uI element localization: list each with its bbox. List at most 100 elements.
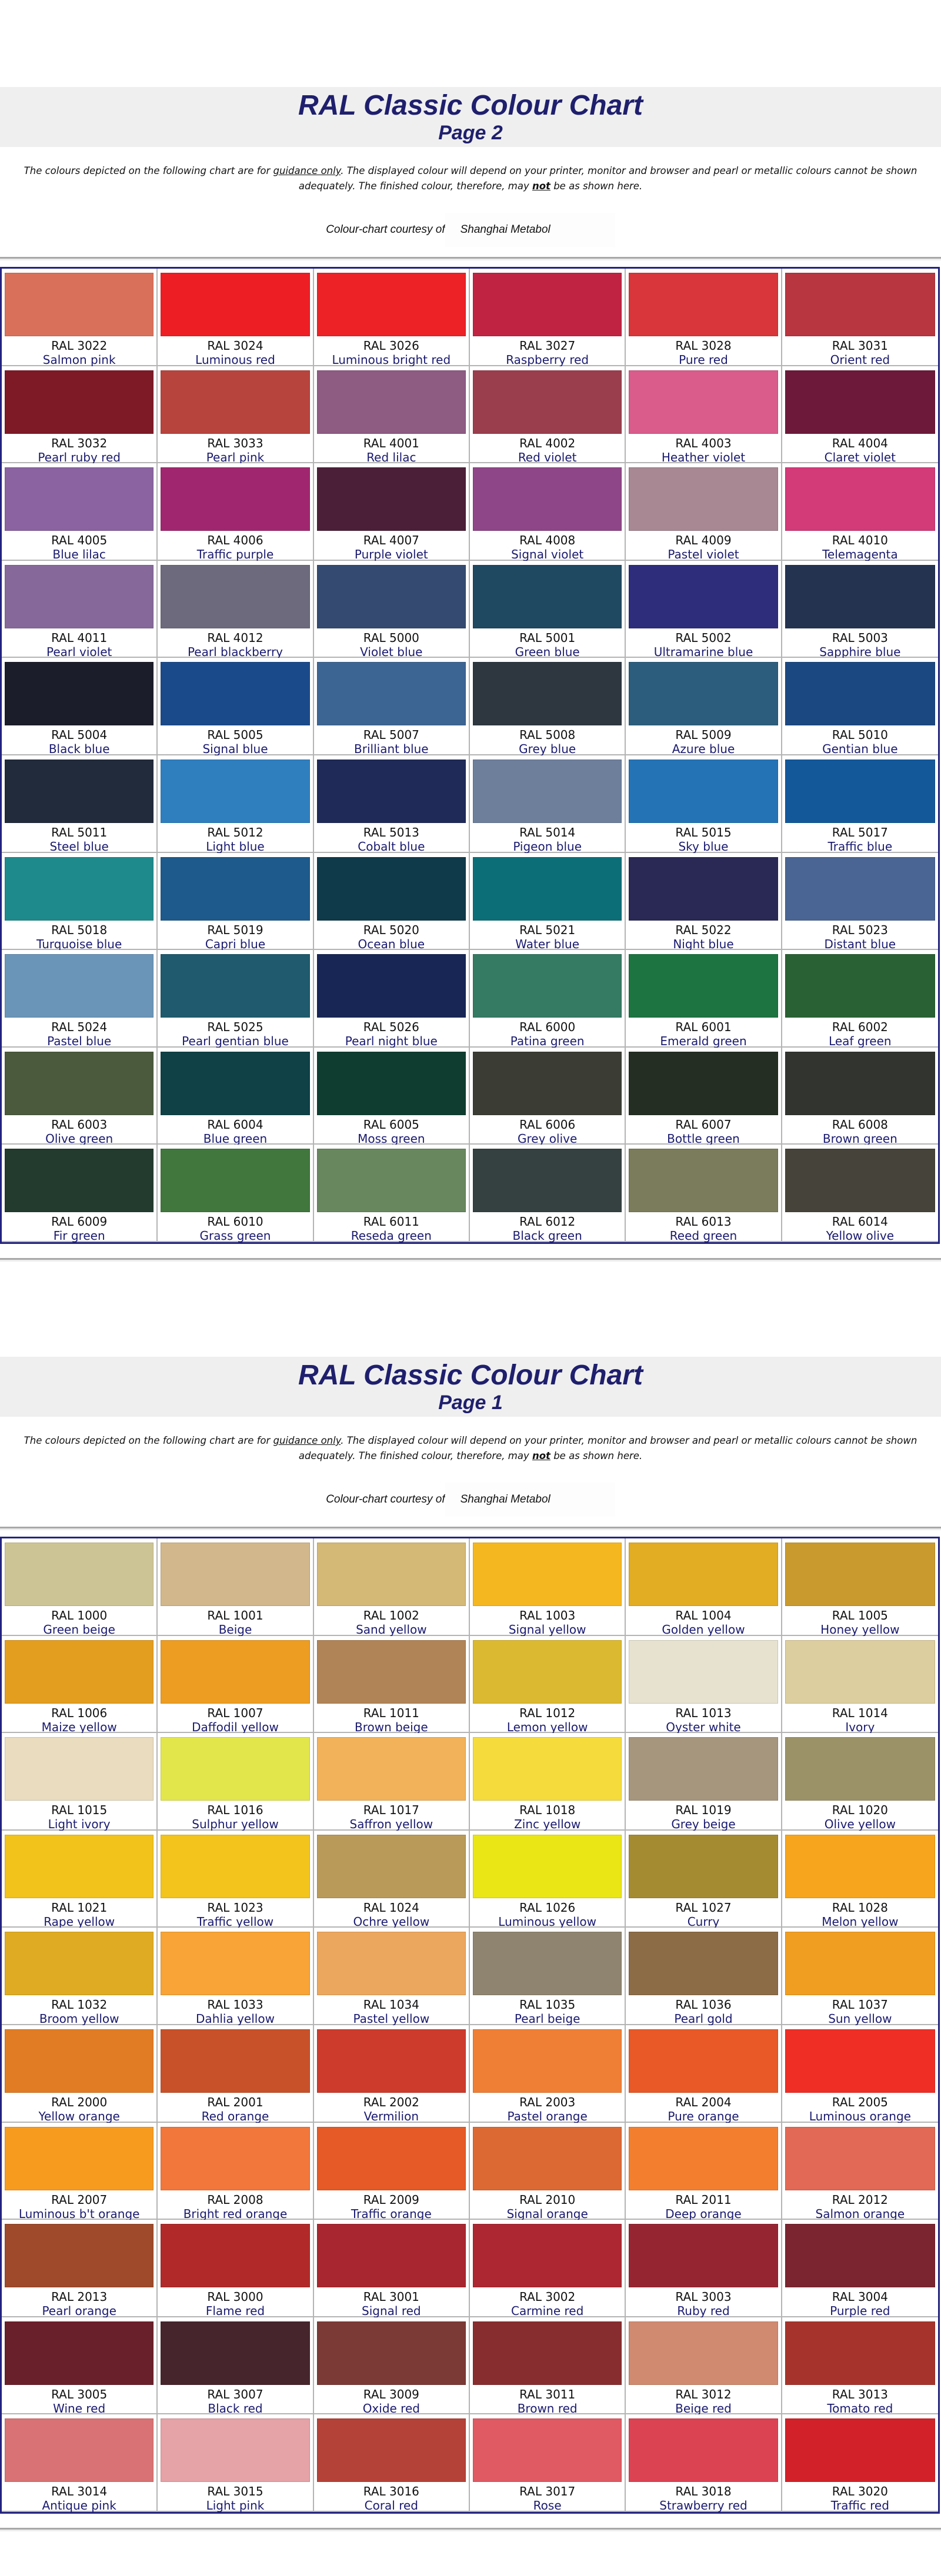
colour-swatch [473,954,622,1018]
colour-cell: RAL 5015 Sky blue [626,755,782,854]
colour-code: RAL 3033 [207,436,263,450]
colour-code: RAL 3028 [675,339,732,353]
colour-name: Pearl night blue [345,1034,438,1049]
colour-cell: RAL 3032 Pearl ruby red [2,366,158,464]
colour-code: RAL 3012 [675,2387,732,2401]
colour-swatch [785,857,935,921]
colour-code: RAL 6010 [207,1215,263,1229]
colour-swatch [629,370,778,434]
colour-code: RAL 3015 [207,2484,263,2499]
colour-name: Pearl orange [42,2304,116,2319]
page-number: Page 1 [438,1391,503,1414]
colour-cell: RAL 3031 Orient red [782,269,938,367]
colour-code: RAL 2009 [363,2192,419,2207]
colour-name: Luminous yellow [498,1914,597,1929]
colour-code: RAL 2012 [832,2192,888,2207]
colour-name: Carmine red [511,2304,584,2319]
colour-swatch [785,467,935,531]
colour-cell: RAL 5022 Night blue [626,852,782,951]
disclaimer-not: not [532,180,550,192]
colour-cell: RAL 3013 Tomato red [782,2317,938,2416]
courtesy-label: Colour-chart courtesy of [326,223,445,236]
disclaimer-guidance: guidance only [273,165,341,176]
colour-cell: RAL 6001 Emerald green [626,950,782,1048]
disclaimer-text: be as shown here. [550,180,643,192]
colour-swatch [5,1640,154,1704]
colour-swatch [629,1737,778,1801]
colour-code: RAL 1011 [363,1705,419,1720]
colour-name: Sun yellow [828,2012,892,2026]
colour-swatch [161,273,310,336]
colour-name: Rose [533,2498,562,2513]
colour-swatch [316,2224,466,2288]
colour-name: Night blue [673,936,734,951]
colour-cell: RAL 1023 Traffic yellow [158,1830,314,1929]
divider [0,257,941,260]
colour-name: Pearl gentian blue [182,1034,289,1049]
colour-code: RAL 3009 [363,2387,419,2401]
colour-code: RAL 3018 [675,2484,732,2499]
colour-name: Capri blue [205,936,266,951]
colour-swatch [473,564,622,628]
colour-swatch [785,1737,935,1801]
colour-swatch [473,662,622,726]
colour-name: Black green [512,1229,582,1243]
colour-swatch [785,564,935,628]
colour-name: Light ivory [48,1817,111,1832]
colour-name: Reseda green [351,1229,432,1243]
colour-swatch [161,2126,310,2190]
colour-name: Brown red [517,2401,578,2416]
colour-code: RAL 2005 [832,2095,888,2109]
divider [0,2528,941,2531]
colour-code: RAL 5026 [363,1020,419,1035]
colour-code: RAL 1032 [51,1998,108,2012]
colour-swatch [316,273,466,336]
colour-code: RAL 1003 [519,1608,576,1622]
colour-cell: RAL 5019 Capri blue [158,852,314,951]
colour-swatch [5,273,154,336]
courtesy-company: Shanghai Metabol [445,1483,615,1517]
colour-cell: RAL 4006 Traffic purple [158,463,314,561]
colour-swatch [5,759,154,823]
chart-header: RAL Classic Colour Chart Page 1 [0,1357,941,1417]
colour-cell: RAL 5018 Turquoise blue [2,852,158,951]
colour-code: RAL 5015 [675,825,732,839]
colour-swatch [629,1932,778,1996]
colour-name: Brilliant blue [354,742,429,757]
colour-code: RAL 6014 [832,1215,888,1229]
colour-cell: RAL 4003 Heather violet [626,366,782,464]
colour-name: Pigeon blue [513,839,582,854]
colour-code: RAL 1024 [363,1900,419,1915]
colour-cell: RAL 1019 Grey beige [626,1733,782,1831]
colour-swatch [316,2321,466,2385]
colour-name: Oyster white [666,1719,741,1734]
colour-code: RAL 5012 [207,825,263,839]
colour-cell: RAL 6002 Leaf green [782,950,938,1048]
colour-cell: RAL 6003 Olive green [2,1047,158,1146]
colour-swatch [629,273,778,336]
colour-name: Flame red [205,2304,265,2319]
colour-code: RAL 3014 [51,2484,108,2499]
colour-swatch [629,1543,778,1606]
colour-code: RAL 5020 [363,922,419,937]
colour-swatch [473,2418,622,2483]
colour-swatch [473,273,622,336]
page-number: Page 2 [438,122,503,144]
colour-code: RAL 1015 [51,1803,108,1818]
colour-cell: RAL 5024 Pastel blue [2,950,158,1048]
colour-name: Deep orange [665,2206,742,2221]
colour-name: Ivory [845,1719,875,1734]
colour-name: Pearl pink [206,450,265,464]
colour-code: RAL 3032 [51,436,108,450]
disclaimer-text: The colours depicted on the following ch… [24,165,273,176]
colour-swatch [629,1149,778,1213]
colour-name: Heather violet [661,450,746,464]
colour-code: RAL 1034 [363,1998,419,2012]
colour-code: RAL 3017 [519,2484,576,2499]
colour-cell: RAL 3033 Pearl pink [158,366,314,464]
colour-swatch [161,2224,310,2288]
colour-name: Signal orange [506,2206,588,2221]
colour-swatch [5,1932,154,1996]
colour-code: RAL 1020 [832,1803,888,1818]
colour-swatch [316,1640,466,1704]
